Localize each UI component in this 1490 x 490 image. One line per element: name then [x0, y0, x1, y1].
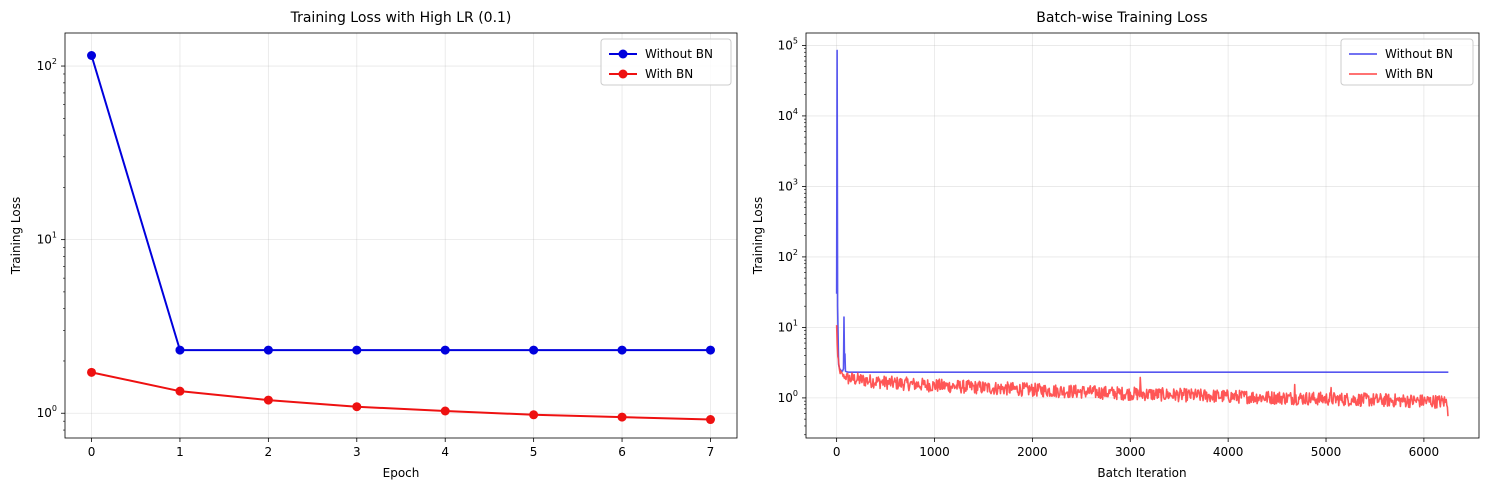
data-point-with-bn	[440, 406, 450, 416]
data-point-without-bn	[87, 51, 97, 61]
y-tick-label: 101	[778, 318, 798, 334]
data-point-with-bn	[529, 410, 539, 420]
legend-label: With BN	[645, 67, 693, 81]
legend-swatch-marker	[618, 49, 628, 59]
y-tick-base: 10	[778, 38, 793, 52]
series-line-with-bn	[835, 325, 1449, 417]
series-line-without-bn	[835, 49, 1449, 373]
y-tick-base: 10	[37, 59, 52, 73]
x-tick-label: 6000	[1409, 445, 1440, 459]
series-line-without-bn	[90, 55, 711, 352]
y-tick-exponent: 3	[793, 177, 798, 186]
y-tick-label: 100	[37, 404, 57, 420]
data-point-without-bn	[529, 345, 539, 355]
y-tick-label: 101	[37, 231, 57, 247]
x-tick-label: 2000	[1017, 445, 1048, 459]
chart-title: Batch-wise Training Loss	[1036, 10, 1207, 26]
data-point-without-bn	[352, 345, 362, 355]
x-tick-label: 2	[265, 445, 273, 459]
x-tick-label: 5	[530, 445, 538, 459]
data-point-without-bn	[263, 345, 273, 355]
chart-title: Training Loss with High LR (0.1)	[290, 10, 512, 26]
y-tick-base: 10	[778, 179, 793, 193]
x-tick-label: 0	[88, 445, 96, 459]
y-tick-base: 10	[778, 391, 793, 405]
y-tick-label: 105	[778, 36, 798, 52]
y-tick-base: 10	[778, 109, 793, 123]
y-tick-label: 104	[778, 107, 798, 123]
y-tick-base: 10	[37, 233, 52, 247]
y-tick-exponent: 2	[793, 248, 798, 257]
x-tick-label: 4000	[1213, 445, 1244, 459]
y-tick-exponent: 1	[52, 231, 57, 240]
series-line-with-bn	[91, 371, 711, 421]
x-tick-label: 3	[353, 445, 361, 459]
data-point-with-bn	[87, 367, 97, 377]
data-point-with-bn	[705, 415, 715, 425]
y-tick-exponent: 0	[793, 389, 798, 398]
x-tick-label: 1000	[919, 445, 950, 459]
x-tick-label: 4	[441, 445, 449, 459]
data-point-with-bn	[617, 412, 627, 422]
x-axis-label: Epoch	[383, 466, 420, 480]
y-tick-label: 102	[778, 248, 798, 264]
data-point-without-bn	[175, 345, 185, 355]
data-point-without-bn	[440, 345, 450, 355]
x-tick-label: 1	[176, 445, 184, 459]
x-tick-label: 0	[833, 445, 841, 459]
y-axis-label: Training Loss	[9, 197, 23, 275]
data-point-with-bn	[263, 395, 273, 405]
chart-epoch-loss: Training Loss with High LR (0.1) 0 1 2 3 4 5 6…	[9, 10, 738, 480]
x-axis-label: Batch Iteration	[1097, 466, 1186, 480]
x-tick-label: 3000	[1115, 445, 1146, 459]
y-tick-exponent: 1	[793, 318, 798, 327]
y-tick-label: 102	[37, 57, 57, 73]
legend: Without BN With BN	[600, 38, 732, 86]
plot-area-frame	[64, 32, 738, 439]
y-tick-base: 10	[37, 406, 52, 420]
y-tick-base: 10	[778, 250, 793, 264]
y-axis-label: Training Loss	[751, 197, 765, 275]
data-point-with-bn	[352, 402, 362, 412]
legend-swatch-marker	[618, 69, 628, 79]
y-tick-base: 10	[778, 320, 793, 334]
y-tick-exponent: 4	[793, 107, 798, 116]
x-tick-label: 7	[707, 445, 715, 459]
legend: Without BN With BN	[1340, 38, 1474, 86]
y-tick-exponent: 5	[793, 36, 798, 45]
legend-label: With BN	[1385, 67, 1433, 81]
legend-label: Without BN	[1385, 47, 1453, 61]
x-tick-label: 5000	[1311, 445, 1342, 459]
chart-batch-loss: Batch-wise Training Loss 0 1000 2000 3000 40…	[751, 10, 1480, 480]
x-tick-label: 6	[618, 445, 626, 459]
y-tick-label: 103	[778, 177, 798, 193]
legend-label: Without BN	[645, 47, 713, 61]
y-tick-label: 100	[778, 389, 798, 405]
data-point-with-bn	[175, 386, 185, 396]
y-tick-exponent: 0	[52, 404, 57, 413]
y-tick-exponent: 2	[52, 57, 57, 66]
data-point-without-bn	[617, 345, 627, 355]
data-point-without-bn	[705, 345, 715, 355]
